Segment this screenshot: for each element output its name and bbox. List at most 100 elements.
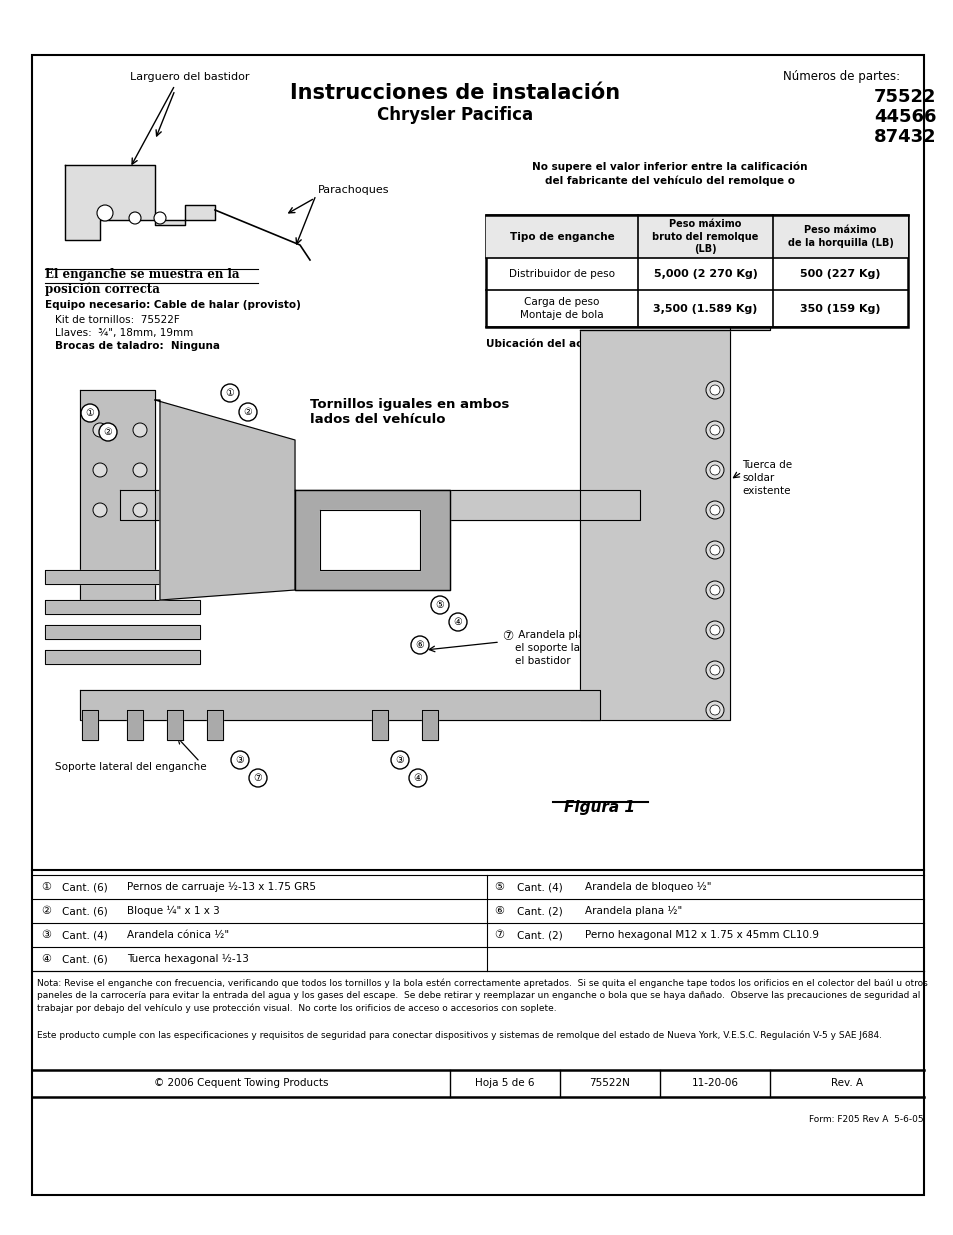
Circle shape [709, 664, 720, 676]
Text: Llaves:  ¾", 18mm, 19mm: Llaves: ¾", 18mm, 19mm [55, 329, 193, 338]
Polygon shape [127, 710, 143, 740]
Circle shape [409, 769, 427, 787]
Text: Kit de tornillos:  75522F: Kit de tornillos: 75522F [55, 315, 179, 325]
Circle shape [705, 382, 723, 399]
Circle shape [705, 461, 723, 479]
Text: 75522N: 75522N [589, 1078, 630, 1088]
Text: ④: ④ [414, 773, 422, 783]
Text: ⑦: ⑦ [501, 630, 513, 643]
Text: ③: ③ [395, 755, 404, 764]
Text: 3,500 (1.589 Kg): 3,500 (1.589 Kg) [653, 304, 757, 314]
Text: 87432: 87432 [873, 128, 935, 146]
Text: Cant. (6): Cant. (6) [62, 906, 108, 916]
Circle shape [709, 705, 720, 715]
Circle shape [705, 541, 723, 559]
Text: Pernos de carruaje ½-13 x 1.75 GR5: Pernos de carruaje ½-13 x 1.75 GR5 [127, 882, 315, 892]
Text: ①: ① [86, 408, 94, 417]
Text: ⑤: ⑤ [494, 882, 503, 892]
Circle shape [391, 751, 409, 769]
Text: ①: ① [226, 388, 234, 398]
Text: Peso máximo
de la horquilla (LB): Peso máximo de la horquilla (LB) [787, 225, 893, 248]
Circle shape [709, 425, 720, 435]
Polygon shape [421, 710, 437, 740]
Text: Brocas de taladro:  Ninguna: Brocas de taladro: Ninguna [55, 341, 220, 351]
Circle shape [231, 751, 249, 769]
Polygon shape [579, 300, 769, 330]
Polygon shape [167, 710, 183, 740]
Text: Tipo de enganche: Tipo de enganche [509, 231, 614, 242]
Circle shape [705, 621, 723, 638]
Polygon shape [65, 165, 214, 240]
Text: SUV1, SUV2: SUV1, SUV2 [660, 338, 729, 350]
Text: Arandela plana de ½" entre
el soporte lateral del enganche y
el bastidor: Arandela plana de ½" entre el soporte la… [515, 630, 687, 667]
Circle shape [99, 424, 117, 441]
Text: 500 (227 Kg): 500 (227 Kg) [800, 269, 880, 279]
Text: Tuerca de
soldar
existente: Tuerca de soldar existente [741, 459, 791, 496]
Circle shape [705, 501, 723, 519]
Text: Cant. (4): Cant. (4) [62, 930, 108, 940]
Circle shape [132, 503, 147, 517]
Text: ②: ② [243, 408, 253, 417]
Circle shape [249, 769, 267, 787]
Polygon shape [154, 400, 294, 600]
Circle shape [92, 503, 107, 517]
Polygon shape [294, 490, 450, 590]
Text: Números de partes:: Números de partes: [782, 70, 899, 83]
Text: Ubicación del acceso al cableado:: Ubicación del acceso al cableado: [485, 338, 684, 350]
Circle shape [97, 205, 112, 221]
Text: Bloque ¼" x 1 x 3: Bloque ¼" x 1 x 3 [127, 906, 219, 916]
Polygon shape [45, 625, 200, 638]
Circle shape [431, 597, 449, 614]
Text: Cant. (4): Cant. (4) [517, 882, 562, 892]
Text: Rev. A: Rev. A [830, 1078, 862, 1088]
Polygon shape [82, 710, 98, 740]
Circle shape [92, 463, 107, 477]
Text: ⑥: ⑥ [494, 906, 503, 916]
Polygon shape [579, 330, 729, 720]
Text: Tornillos iguales en ambos
lados del vehículo: Tornillos iguales en ambos lados del veh… [310, 398, 509, 426]
Circle shape [449, 613, 467, 631]
Text: Cant. (2): Cant. (2) [517, 930, 562, 940]
Circle shape [709, 505, 720, 515]
Text: ④: ④ [453, 618, 462, 627]
Circle shape [709, 545, 720, 555]
Bar [485, 215, 907, 327]
Circle shape [709, 466, 720, 475]
Text: Figura 1: Figura 1 [564, 800, 635, 815]
Text: Perno hexagonal M12 x 1.75 x 45mm CL10.9: Perno hexagonal M12 x 1.75 x 45mm CL10.9 [584, 930, 818, 940]
Text: ⑤: ⑤ [436, 600, 444, 610]
Circle shape [129, 212, 141, 224]
Text: Arandela cónica ½": Arandela cónica ½" [127, 930, 229, 940]
Circle shape [81, 404, 99, 422]
Polygon shape [45, 650, 200, 664]
Text: 11-20-06: 11-20-06 [691, 1078, 738, 1088]
Polygon shape [319, 510, 419, 571]
Text: Parachoques: Parachoques [317, 185, 389, 195]
Text: Este producto cumple con las especificaciones y requisitos de seguridad para con: Este producto cumple con las especificac… [37, 1031, 882, 1041]
Text: Cant. (6): Cant. (6) [62, 953, 108, 965]
Polygon shape [120, 490, 639, 520]
Text: Peso máximo
bruto del remolque
(LB): Peso máximo bruto del remolque (LB) [652, 219, 758, 254]
Text: © 2006 Cequent Towing Products: © 2006 Cequent Towing Products [153, 1078, 328, 1088]
Text: Cant. (2): Cant. (2) [517, 906, 562, 916]
Polygon shape [45, 571, 200, 584]
Polygon shape [80, 690, 599, 720]
Circle shape [221, 384, 239, 403]
Circle shape [132, 463, 147, 477]
Text: Tuerca hexagonal ½-13: Tuerca hexagonal ½-13 [127, 953, 249, 965]
Text: ④: ④ [41, 953, 51, 965]
Text: Ranura de acceso: Ranura de acceso [352, 529, 444, 538]
Polygon shape [372, 710, 388, 740]
Circle shape [705, 421, 723, 438]
Text: Chrysler Pacifica: Chrysler Pacifica [376, 106, 533, 124]
Text: Arandela plana ½": Arandela plana ½" [584, 906, 681, 916]
Text: ⑦: ⑦ [253, 773, 262, 783]
Circle shape [132, 424, 147, 437]
Text: ⑦: ⑦ [494, 930, 503, 940]
Text: Distribuidor de peso: Distribuidor de peso [509, 269, 615, 279]
Polygon shape [45, 600, 200, 614]
Text: posición correcta: posición correcta [45, 282, 160, 295]
Text: ②: ② [41, 906, 51, 916]
Text: Larguero del bastidor: Larguero del bastidor [131, 72, 250, 82]
Circle shape [153, 212, 166, 224]
